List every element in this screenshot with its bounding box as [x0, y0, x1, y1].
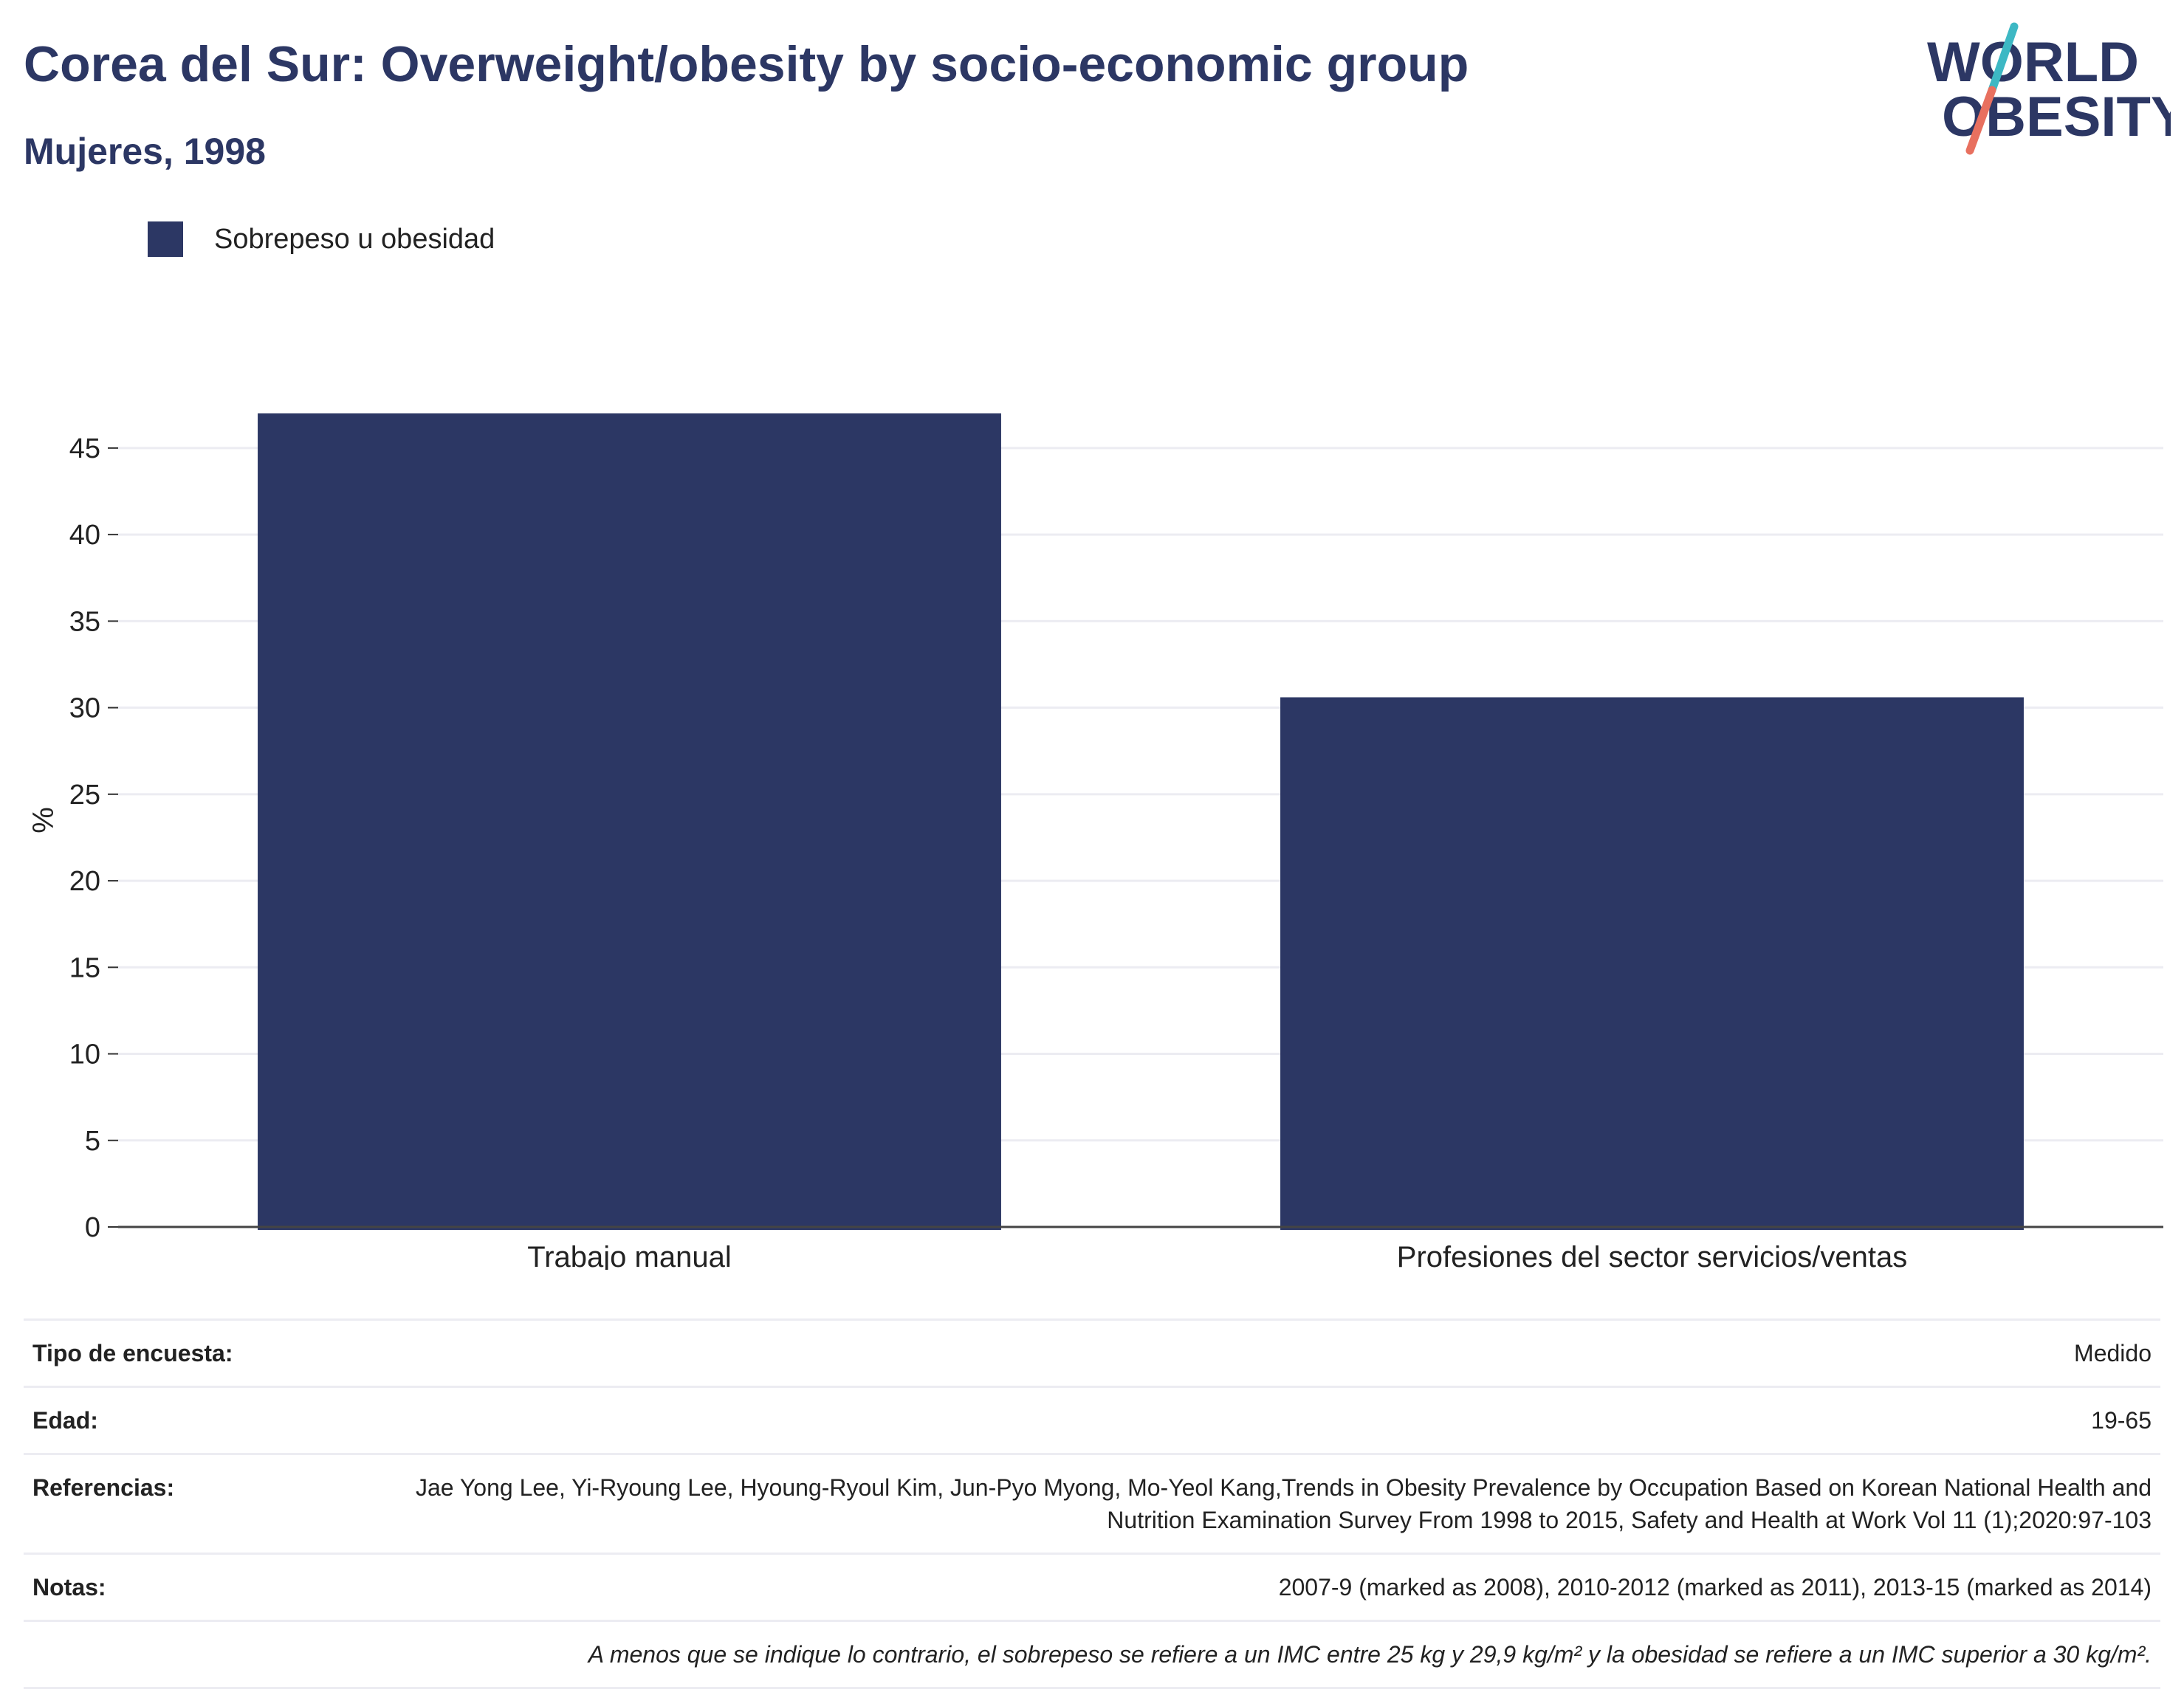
- y-tick-label: 15: [69, 952, 100, 983]
- bar: [258, 413, 1001, 1230]
- y-tick-label: 0: [85, 1212, 100, 1243]
- y-axis-label: %: [27, 807, 60, 833]
- bar: [1280, 697, 2024, 1230]
- y-tick-label: 25: [69, 780, 100, 811]
- info-row-notes: Notas: 2007-9 (marked as 2008), 2010-201…: [24, 1553, 2160, 1621]
- logo-slash-teal: [1988, 22, 2019, 94]
- info-row-age: Edad: 19-65: [24, 1386, 2160, 1454]
- info-table: Tipo de encuesta: Medido Edad: 19-65 Ref…: [24, 1318, 2160, 1689]
- info-key: Notas:: [24, 1553, 322, 1621]
- chart-title: Corea del Sur: Overweight/obesity by soc…: [24, 36, 1469, 92]
- bar-chart: 0 5 10 15 20 25 30 35 40 45% Trabajo manual Profesi…: [27, 413, 2163, 1270]
- logo-slash-coral: [1965, 86, 1996, 155]
- info-key: Tipo de encuesta:: [24, 1318, 322, 1387]
- y-tick-label: 40: [69, 520, 100, 551]
- info-value: Medido: [322, 1318, 2160, 1387]
- info-value: 19-65: [322, 1386, 2160, 1454]
- legend: Sobrepeso u obesidad: [148, 221, 495, 257]
- info-key: Edad:: [24, 1386, 322, 1454]
- x-tick-label: Profesiones del sector servicios/ventas: [1397, 1241, 1907, 1270]
- chart-subtitle: Mujeres, 1998: [24, 131, 266, 172]
- info-value: 2007-9 (marked as 2008), 2010-2012 (mark…: [322, 1553, 2160, 1621]
- footnote: A menos que se indique lo contrario, el …: [24, 1620, 2160, 1689]
- world-obesity-logo: WORLD OBESITY: [1927, 22, 2171, 155]
- legend-swatch: [148, 221, 183, 257]
- y-tick-label: 5: [85, 1126, 100, 1157]
- y-tick-label: 45: [69, 433, 100, 464]
- info-row-references: Referencias: Jae Yong Lee, Yi-Ryoung Lee…: [24, 1453, 2160, 1554]
- y-tick-label: 35: [69, 606, 100, 637]
- info-value: Jae Yong Lee, Yi-Ryoung Lee, Hyoung-Ryou…: [322, 1453, 2160, 1554]
- logo-text-world: WORLD: [1927, 31, 2139, 94]
- info-key: Referencias:: [24, 1453, 322, 1554]
- y-tick-label: 10: [69, 1039, 100, 1070]
- info-row-footnote: A menos que se indique lo contrario, el …: [24, 1620, 2160, 1689]
- x-tick-label: Trabajo manual: [527, 1241, 731, 1270]
- y-tick-label: 20: [69, 866, 100, 897]
- info-row-survey-type: Tipo de encuesta: Medido: [24, 1318, 2160, 1387]
- y-tick-label: 30: [69, 693, 100, 724]
- legend-label: Sobrepeso u obesidad: [214, 223, 495, 255]
